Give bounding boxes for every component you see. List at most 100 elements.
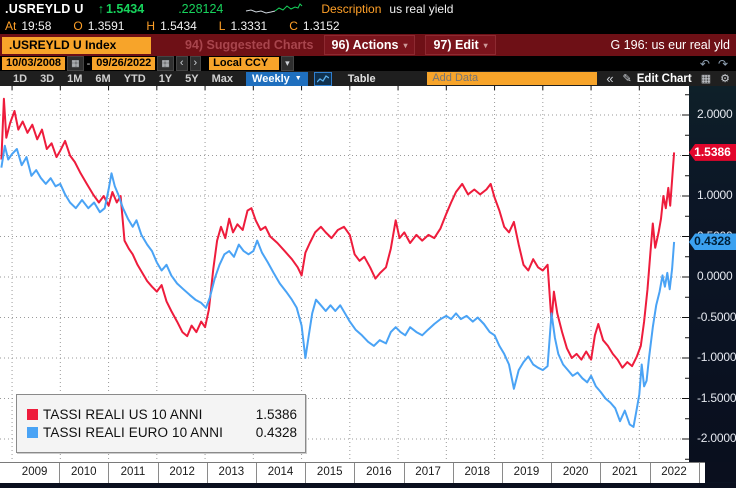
collapse-panel-icon[interactable]: « — [606, 71, 614, 86]
chart-options-icon[interactable]: ▦ — [700, 73, 712, 85]
edit-menu-label: 97) Edit — [433, 37, 479, 52]
next-period-button[interactable]: › — [189, 56, 202, 71]
redo-icon[interactable]: ↷ — [717, 56, 728, 71]
x-axis-year-label: 2022 — [661, 466, 687, 478]
x-axis-year-label: 2013 — [218, 466, 245, 478]
date-separator: - — [86, 57, 91, 70]
high-label: H — [146, 18, 156, 33]
range-button-1d[interactable]: 1D — [13, 72, 28, 85]
edit-menu[interactable]: 97) Edit ▾ — [425, 35, 496, 55]
legend-item-us: TASSI REALI US 10 ANNI 1.5386 — [27, 407, 297, 422]
x-axis-tick — [649, 463, 651, 483]
x-axis-year-label: 2019 — [513, 466, 540, 478]
x-axis-tick — [256, 463, 257, 483]
add-data-input[interactable] — [427, 72, 598, 85]
x-axis-year-label: 2016 — [366, 466, 392, 478]
range-button-1y[interactable]: 1Y — [158, 72, 173, 85]
quote-line-1: .USREYLD U ↑ 1.5434 .228124 Description … — [0, 0, 736, 17]
y-axis-label: -2.0000 — [697, 431, 736, 445]
y-axis-label: 2.0000 — [697, 107, 733, 121]
security-input[interactable]: .USREYLD U Index — [2, 36, 151, 54]
range-button-max[interactable]: Max — [211, 72, 234, 85]
end-date-input[interactable]: 09/26/2022 — [92, 57, 156, 70]
legend-swatch-icon — [27, 427, 38, 438]
legend-label: TASSI REALI US 10 ANNI — [43, 407, 203, 422]
chart-area: 2.00001.50001.00000.50000.0000-0.5000-1.… — [0, 86, 736, 488]
currency-dropdown-icon[interactable]: ▾ — [281, 56, 294, 71]
at-label: At — [5, 18, 17, 33]
table-button[interactable]: Table — [347, 72, 376, 85]
undo-icon[interactable]: ↶ — [699, 56, 710, 71]
gear-icon[interactable]: ⚙ — [720, 73, 730, 85]
x-axis-tick — [698, 463, 700, 483]
range-button-5y[interactable]: 5Y — [185, 72, 199, 85]
legend-box[interactable]: TASSI REALI US 10 ANNI 1.5386 TASSI REALI … — [16, 394, 306, 453]
legend-item-euro: TASSI REALI EURO 10 ANNI 0.4328 — [27, 425, 297, 440]
range-buttons: 1D 3D 1M 6M YTD 1Y 5Y Max — [0, 73, 233, 85]
x-axis-tick — [600, 463, 602, 483]
x-axis-year-label: 2010 — [70, 466, 97, 478]
y-axis-label: -1.5000 — [697, 390, 736, 405]
calendar-icon[interactable]: ▦ — [67, 56, 84, 71]
sparkline-chart — [246, 3, 303, 14]
last-price: 1.5434 — [105, 1, 145, 16]
description-label: Description — [321, 1, 382, 16]
x-axis-year-label: 2012 — [169, 466, 195, 478]
legend-value: 1.5386 — [255, 407, 297, 422]
prev-period-button[interactable]: ‹ — [175, 56, 188, 71]
chevron-down-icon: ▾ — [403, 40, 408, 50]
y-axis-label: -0.5000 — [697, 309, 736, 324]
y-axis-label: 1.0000 — [697, 188, 733, 202]
range-button-6m[interactable]: 6M — [95, 72, 111, 85]
x-axis-tick — [108, 463, 110, 483]
calendar-icon[interactable]: ▦ — [157, 56, 174, 71]
chevron-down-icon: ▼ — [294, 74, 302, 82]
suggested-charts-menu[interactable]: 94) Suggested Charts — [185, 38, 314, 52]
series-us — [0, 97, 676, 369]
legend-swatch-icon — [27, 409, 38, 420]
net-change: .228124 — [178, 1, 224, 16]
date-range-bar: 10/03/2008 ▦ - 09/26/2022 ▦ ‹ › Local CC… — [0, 56, 736, 71]
x-axis[interactable]: 2009 2010 2011 2012 2013 2014 2015 2016 2017 2018… — [0, 462, 705, 483]
line-chart-toggle[interactable] — [313, 71, 332, 86]
chevron-down-icon: ▾ — [483, 40, 488, 50]
x-axis-tick — [157, 463, 159, 483]
close-label: C — [289, 18, 298, 33]
edit-chart-button[interactable]: Edit Chart — [636, 72, 692, 85]
line-chart-icon — [316, 74, 329, 82]
x-axis-year-label: 2015 — [316, 466, 343, 478]
x-axis-tick — [59, 463, 61, 483]
range-button-3d[interactable]: 3D — [40, 72, 55, 85]
x-axis-tick — [551, 463, 553, 483]
price-chart — [0, 86, 689, 462]
x-axis-endcap — [705, 462, 736, 482]
actions-menu[interactable]: 96) Actions ▾ — [323, 35, 416, 55]
x-axis-year-label: 2017 — [415, 466, 441, 478]
x-axis-year-label: 2020 — [562, 466, 589, 478]
x-axis-year-label: 2018 — [464, 466, 491, 478]
quote-time: 19:58 — [21, 18, 52, 33]
up-arrow-icon: ↑ — [97, 1, 104, 16]
description-value: us real yield — [389, 1, 454, 16]
start-date-input[interactable]: 10/03/2008 — [2, 57, 66, 70]
chart-toolbar: 1D 3D 1M 6M YTD 1Y 5Y Max Weekly ▼ Table « ✎ Ed… — [0, 71, 736, 86]
open-label: O — [73, 18, 83, 33]
range-button-1m[interactable]: 1M — [67, 72, 83, 85]
y-axis-label: 0.0000 — [697, 269, 733, 283]
periodicity-label: Weekly — [252, 72, 290, 85]
legend-value: 0.4328 — [255, 425, 297, 440]
bottom-edge — [0, 483, 736, 488]
low-value: 1.3331 — [230, 18, 268, 33]
series-euro — [0, 144, 676, 428]
low-label: L — [218, 18, 226, 33]
x-axis-year-label: 2021 — [612, 466, 638, 478]
us-last-value-badge: 1.5386 — [689, 143, 736, 161]
pencil-icon[interactable]: ✎ — [622, 73, 632, 85]
x-axis-tick — [305, 463, 307, 483]
periodicity-select[interactable]: Weekly ▼ — [246, 71, 308, 86]
y-axis-panel[interactable]: 2.00001.50001.00000.50000.0000-0.5000-1.… — [689, 86, 736, 462]
currency-select[interactable]: Local CCY — [209, 57, 280, 70]
range-button-ytd[interactable]: YTD — [123, 72, 146, 85]
x-axis-tick — [354, 463, 356, 483]
legend-label: TASSI REALI EURO 10 ANNI — [43, 425, 223, 440]
